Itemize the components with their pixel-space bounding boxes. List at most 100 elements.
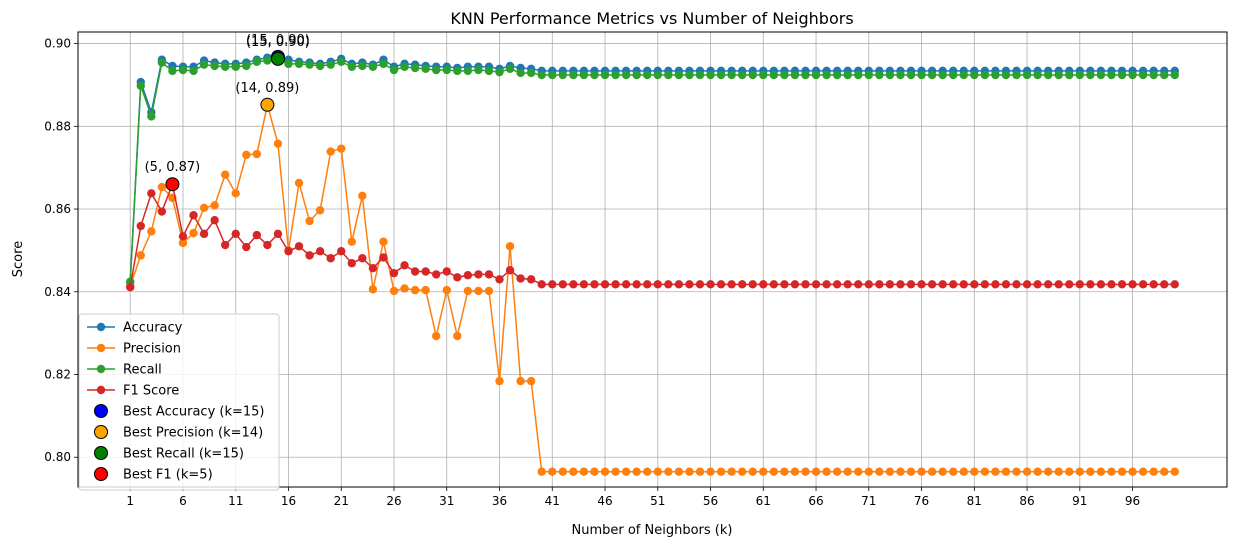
x-tick-label: 56: [703, 494, 718, 508]
accuracy-line: [129, 56, 1175, 282]
precision-point: [442, 285, 451, 295]
f1-score-point: [1012, 280, 1021, 289]
recall-point: [1012, 70, 1021, 80]
precision-point: [189, 228, 198, 238]
precision-point: [970, 467, 979, 476]
f1-score-point: [337, 247, 346, 256]
f1-score-point: [210, 216, 219, 225]
precision-point: [147, 227, 156, 236]
recall-point: [611, 70, 620, 80]
precision-point: [1149, 467, 1158, 476]
f1-score-point: [410, 267, 420, 276]
legend-label: Accuracy: [123, 321, 183, 336]
f1-score-point: [400, 261, 409, 270]
f1-score-point: [621, 280, 631, 289]
precision-point: [379, 237, 388, 246]
y-tick-label: 0.84: [44, 285, 71, 299]
x-tick-label: 1: [126, 494, 134, 508]
f1-score-point: [843, 280, 852, 289]
precision-point: [737, 467, 747, 476]
recall-point: [326, 60, 335, 69]
f1-score-point: [347, 259, 356, 268]
f1-score-point: [358, 254, 367, 263]
f1-score-point: [157, 207, 167, 216]
precision-point: [220, 170, 230, 179]
precision-point: [495, 376, 504, 386]
recall-point: [1096, 70, 1106, 80]
recall-point: [537, 70, 546, 80]
y-tick-label: 0.88: [44, 119, 71, 133]
precision-point: [674, 467, 684, 476]
recall-point: [495, 67, 504, 77]
f1-score-point: [822, 280, 831, 289]
recall-point: [252, 57, 262, 66]
recall-point: [769, 70, 779, 80]
f1-score-point: [737, 280, 747, 289]
precision-point: [600, 467, 610, 476]
precision-point: [811, 467, 821, 476]
recall-point: [505, 64, 515, 74]
f1-score-point: [716, 280, 726, 289]
recall-series: [126, 54, 1179, 287]
f1-score-point: [600, 280, 610, 289]
f1-score-point: [896, 280, 905, 289]
f1-score-point: [632, 280, 641, 289]
recall-point: [1075, 70, 1085, 80]
plot-frame: [77, 31, 1228, 488]
legend-label: F1 Score: [123, 384, 179, 399]
precision-point: [410, 285, 420, 295]
f1-score-point: [495, 275, 504, 284]
f1-score-point: [1149, 280, 1158, 289]
recall-point: [896, 70, 905, 80]
precision-point: [1096, 467, 1106, 476]
best-point-marker: [270, 51, 285, 66]
f1-score-point: [305, 251, 314, 260]
precision-point: [347, 237, 356, 246]
precision-point: [1065, 467, 1074, 476]
recall-point: [548, 70, 557, 80]
recall-point: [801, 70, 810, 80]
recall-point: [147, 112, 156, 121]
recall-point: [970, 70, 979, 80]
recall-point: [959, 70, 968, 80]
precision-point: [611, 467, 620, 476]
f1-score-point: [1128, 280, 1137, 289]
x-tick-label: 21: [334, 494, 349, 508]
legend-swatch-marker: [94, 404, 108, 418]
precision-point: [832, 467, 842, 476]
precision-point: [242, 150, 251, 160]
precision-point: [1012, 467, 1021, 476]
recall-point: [284, 59, 293, 69]
precision-point: [1043, 467, 1053, 476]
f1-score-point: [1054, 280, 1063, 289]
recall-point: [189, 66, 198, 76]
recall-point: [442, 65, 451, 75]
f1-score-point: [252, 230, 262, 240]
f1-score-point: [590, 280, 599, 289]
recall-point: [664, 70, 673, 80]
recall-point: [674, 70, 684, 80]
f1-score-point: [368, 263, 378, 273]
precision-point: [136, 251, 145, 260]
precision-point: [516, 376, 525, 386]
recall-point: [1160, 70, 1169, 80]
precision-point: [463, 286, 473, 296]
precision-point: [716, 467, 726, 476]
legend-label: Precision: [123, 342, 181, 357]
x-tick-label: 96: [1125, 494, 1140, 508]
f1-score-point: [315, 247, 325, 256]
precision-point: [685, 467, 694, 476]
recall-point: [843, 70, 852, 80]
recall-point: [389, 65, 399, 75]
f1-score-point: [769, 280, 779, 289]
x-axis-ticks: 1 6 11 16 21 26 31 36 41 46 51 56 61 66 71 76 81 86 91 96: [126, 487, 1140, 508]
precision-point: [1075, 467, 1085, 476]
f1-score-point: [875, 280, 884, 289]
recall-point: [1107, 70, 1116, 80]
f1-score-point: [1065, 280, 1074, 289]
f1-score-point: [643, 280, 652, 289]
f1-score-point: [695, 280, 705, 289]
f1-score-point: [463, 271, 473, 280]
f1-score-point: [801, 280, 810, 289]
recall-point: [885, 70, 895, 80]
